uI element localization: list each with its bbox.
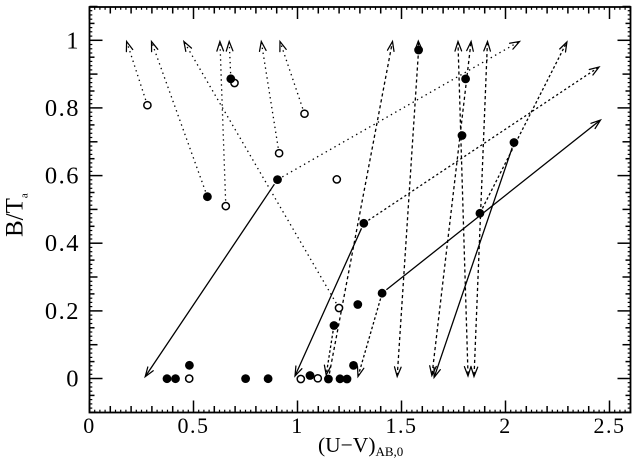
svg-text:0.8: 0.8 [45, 95, 80, 122]
svg-text:0.6: 0.6 [45, 163, 80, 190]
svg-text:B/Ta: B/Ta [2, 193, 31, 237]
svg-text:0.4: 0.4 [45, 230, 80, 257]
svg-text:1.5: 1.5 [386, 413, 418, 438]
svg-text:2: 2 [499, 413, 512, 438]
svg-text:0: 0 [83, 413, 96, 438]
svg-text:1: 1 [291, 413, 304, 438]
svg-text:2.5: 2.5 [594, 413, 626, 438]
svg-text:0: 0 [66, 366, 80, 393]
svg-text:1: 1 [66, 27, 80, 54]
svg-text:0.5: 0.5 [178, 413, 210, 438]
svg-text:0.2: 0.2 [45, 298, 80, 325]
